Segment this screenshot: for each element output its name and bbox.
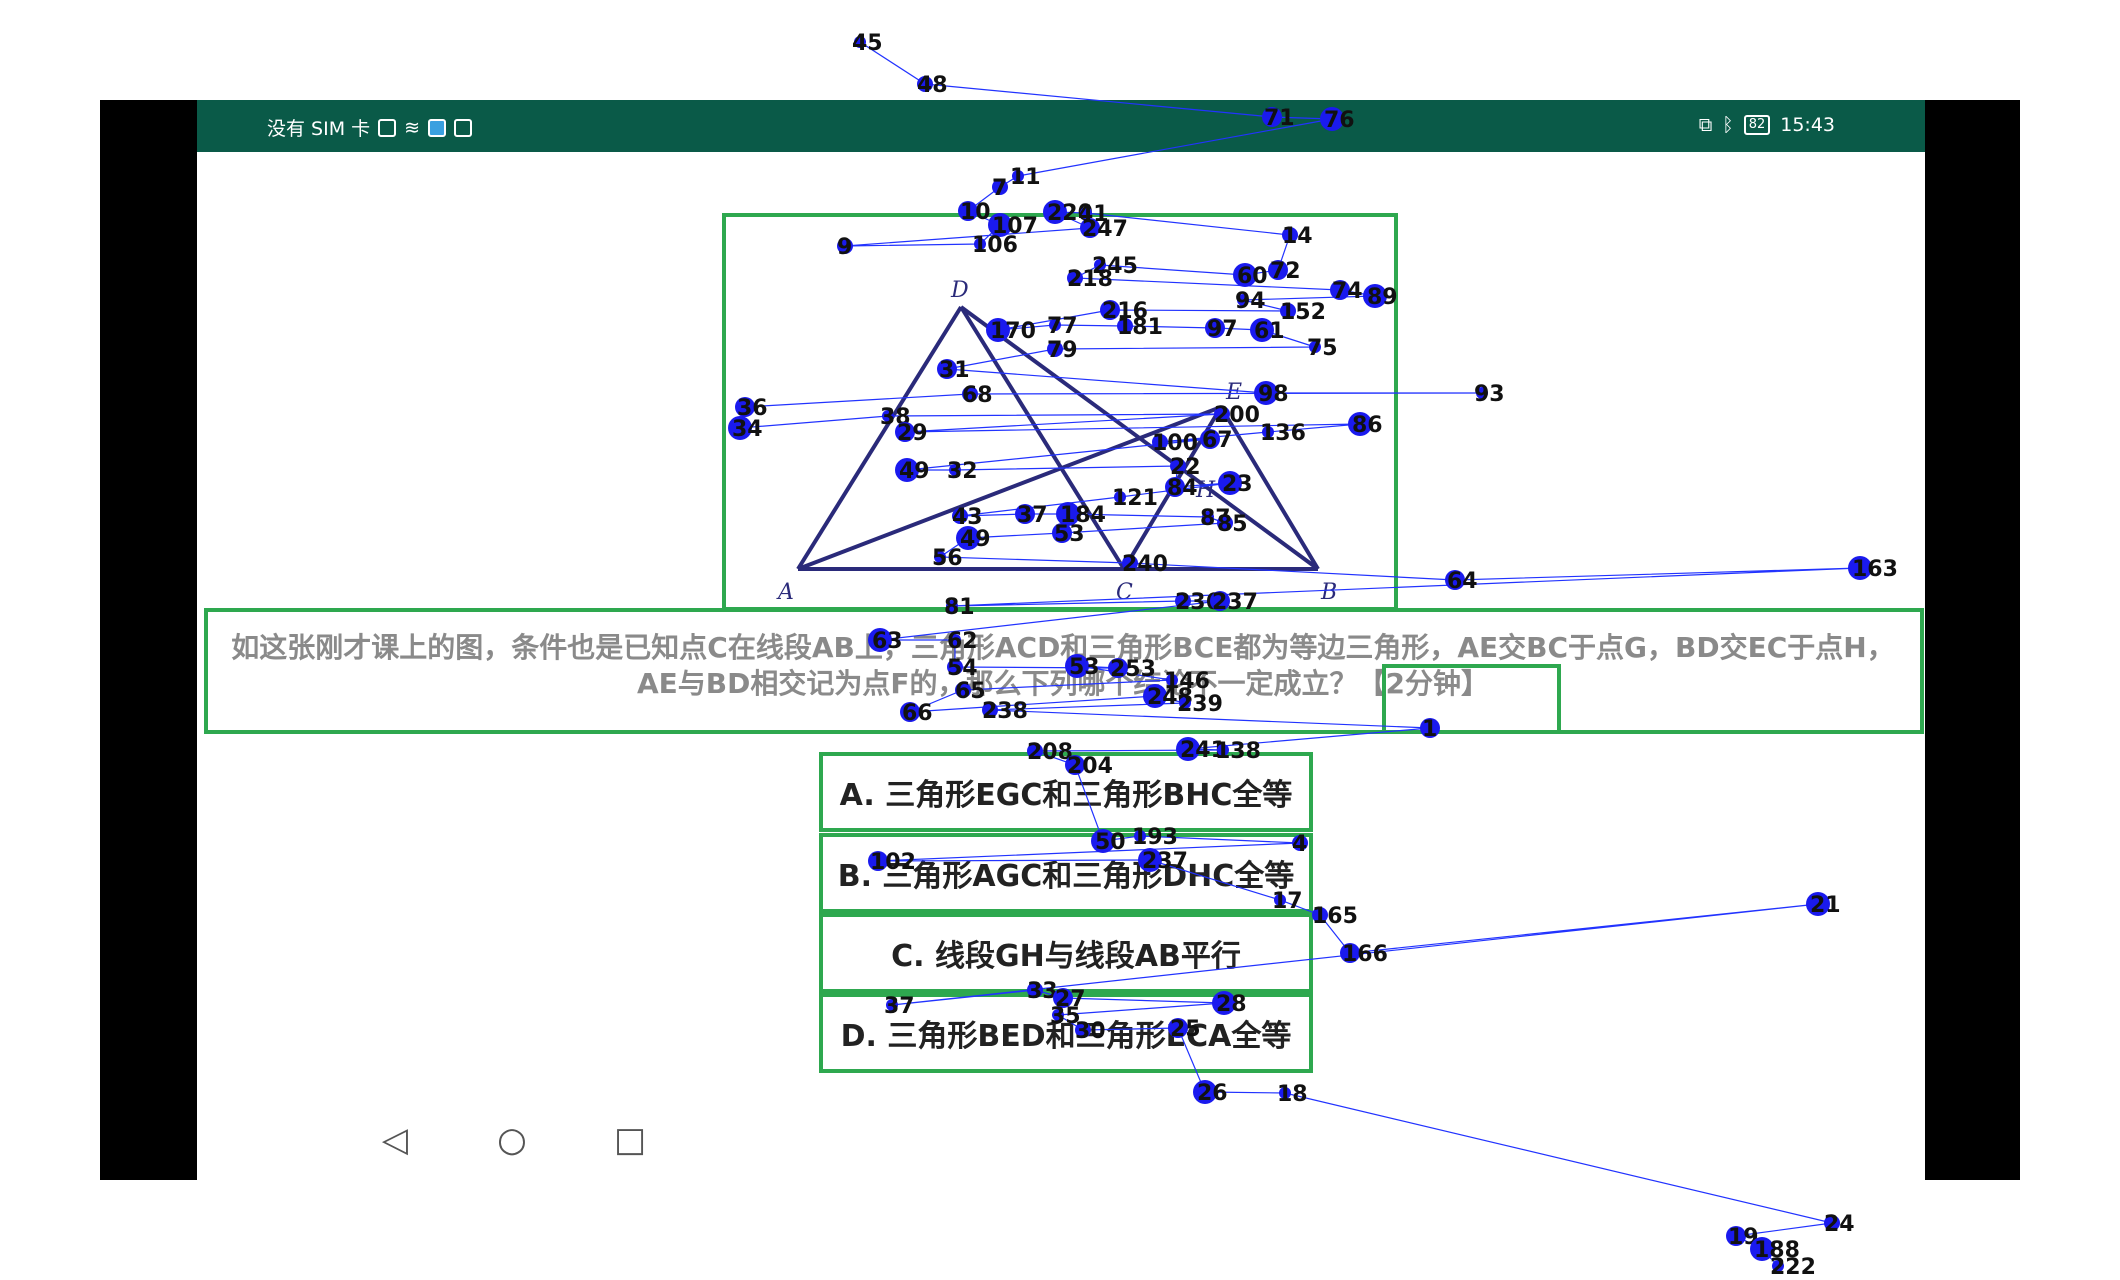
gaze-point-label: 163 xyxy=(1852,557,1898,582)
gaze-point-label: 136 xyxy=(1260,421,1306,446)
gaze-point-label: 17 xyxy=(1272,889,1303,914)
gaze-point-label: 94 xyxy=(1235,289,1266,314)
gaze-point-label: 23 xyxy=(1222,472,1253,497)
gaze-point-label: 76 xyxy=(1324,108,1355,133)
gaze-point-label: 54 xyxy=(947,656,978,681)
gaze-point-label: 77 xyxy=(1047,314,1078,339)
gaze-point-label: 34 xyxy=(732,417,763,442)
gaze-point-label: 237 xyxy=(1212,590,1258,615)
gaze-point-label: 7 xyxy=(992,176,1007,201)
gaze-point-label: 26 xyxy=(1197,1081,1228,1106)
gaze-point-label: 85 xyxy=(1217,512,1248,537)
gaze-point-label: 62 xyxy=(947,629,978,654)
gaze-point-label: 79 xyxy=(1047,338,1078,363)
gaze-point-label: 240 xyxy=(1122,552,1168,577)
gaze-point-label: 45 xyxy=(852,31,883,56)
gaze-point-label: 18 xyxy=(1277,1082,1308,1107)
gaze-point-label: 68 xyxy=(962,383,993,408)
gaze-point-label: 193 xyxy=(1132,825,1178,850)
gaze-point-label: 239 xyxy=(1177,692,1223,717)
gaze-point-label: 50 xyxy=(1095,830,1126,855)
gaze-point-label: 60 xyxy=(1237,264,1268,289)
gaze-point-label: 218 xyxy=(1067,267,1113,292)
gaze-point-label: 53 xyxy=(1054,522,1085,547)
gaze-point-label: 49 xyxy=(899,459,930,484)
gaze-point-label: 28 xyxy=(1216,992,1247,1017)
gaze-point-label: 165 xyxy=(1312,904,1358,929)
gaze-point-label: 75 xyxy=(1307,336,1338,361)
gaze-point-label: 1 xyxy=(1422,717,1437,742)
gaze-point-label: 49 xyxy=(960,527,991,552)
gaze-point-label: 222 xyxy=(1770,1255,1816,1280)
gaze-point-label: 74 xyxy=(1332,279,1363,304)
gaze-point-label: 67 xyxy=(1202,428,1233,453)
gaze-point-label: 204 xyxy=(1067,754,1113,779)
gaze-point-label: 106 xyxy=(972,233,1018,258)
gaze-point-label: 37 xyxy=(884,994,915,1019)
gaze-point-label: 37 xyxy=(1017,503,1048,528)
gaze-point-label: 152 xyxy=(1280,300,1326,325)
gaze-point-label: 89 xyxy=(1367,285,1398,310)
gaze-point-label: 9 xyxy=(837,235,852,260)
gaze-point-label: 25 xyxy=(1170,1017,1201,1042)
gaze-point-label: 29 xyxy=(897,421,928,446)
gaze-point-label: 170 xyxy=(990,319,1036,344)
gaze-point-label: 253 xyxy=(1110,657,1156,682)
gaze-point-label: 81 xyxy=(944,595,975,620)
gaze-point-label: 66 xyxy=(902,701,933,726)
gaze-point-label: 181 xyxy=(1117,315,1163,340)
gaze-point-label: 72 xyxy=(1270,259,1301,284)
gaze-point-label: 14 xyxy=(1282,224,1313,249)
gaze-point-label: 102 xyxy=(870,850,916,875)
gaze-point-label: 84 xyxy=(1167,476,1198,501)
gaze-point-label: 24 xyxy=(1824,1212,1855,1237)
gaze-point-label: 237 xyxy=(1142,849,1188,874)
gaze-point-label: 30 xyxy=(1075,1019,1106,1044)
gaze-point-label: 63 xyxy=(872,629,903,654)
gaze-point-label: 32 xyxy=(947,459,978,484)
gaze-point-label: 98 xyxy=(1258,382,1289,407)
gaze-point-label: 97 xyxy=(1207,317,1238,342)
gaze-point-label: 56 xyxy=(932,546,963,571)
gaze-point-label: 138 xyxy=(1215,739,1261,764)
gaze-point-label: 48 xyxy=(917,73,948,98)
gaze-point-label: 166 xyxy=(1342,942,1388,967)
gaze-point-label: 200 xyxy=(1214,403,1260,428)
gaze-point-label: 31 xyxy=(939,358,970,383)
gaze-points-group: 454871 7611710107106924722041147260245218… xyxy=(728,31,1898,1280)
gaze-point-label: 71 xyxy=(1264,106,1295,131)
gaze-point-label: 238 xyxy=(982,699,1028,724)
gaze-point-label: 86 xyxy=(1352,413,1383,438)
gaze-point-label: 4 xyxy=(1292,832,1307,857)
gaze-point-label: 10 xyxy=(960,200,991,225)
gaze-point-label: 100 xyxy=(1152,431,1198,456)
gaze-point-label: 93 xyxy=(1474,382,1505,407)
gaze-point-label: 11 xyxy=(1010,165,1041,190)
gaze-point-label: 61 xyxy=(1254,319,1285,344)
gaze-point-label: 41 xyxy=(1078,202,1109,227)
gaze-point-label: 53 xyxy=(1069,655,1100,680)
gaze-point-label: 121 xyxy=(1112,486,1158,511)
gaze-point-label: 64 xyxy=(1447,569,1478,594)
gaze-point-label: 33 xyxy=(1027,979,1058,1004)
gaze-point-label: 21 xyxy=(1810,893,1841,918)
